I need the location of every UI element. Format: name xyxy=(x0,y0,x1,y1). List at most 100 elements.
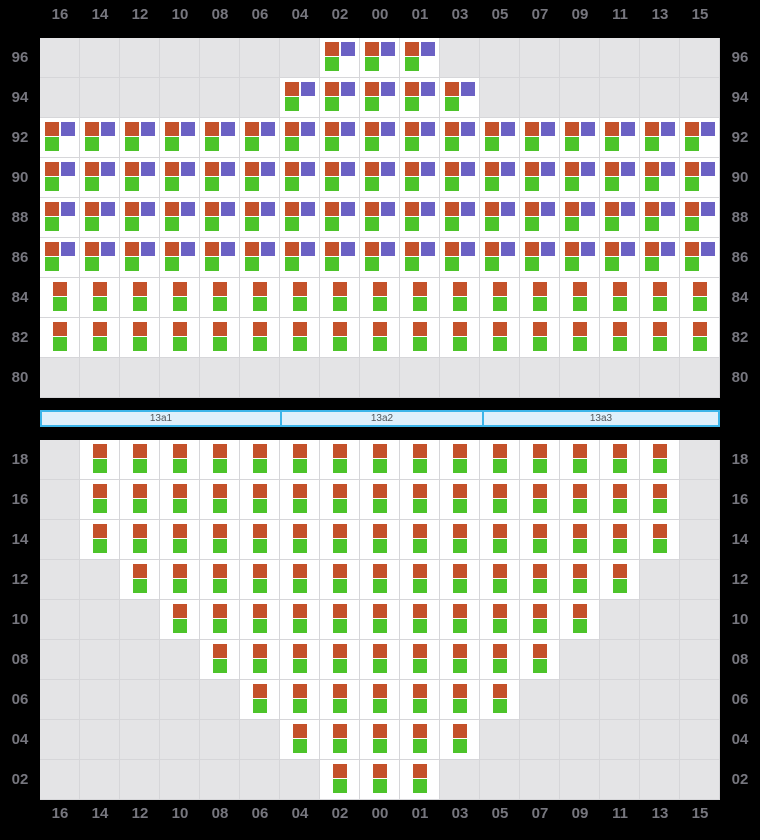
grid-cell-18-00[interactable] xyxy=(360,440,400,480)
grid-cell-12-07[interactable] xyxy=(520,560,560,600)
grid-cell-92-12[interactable] xyxy=(120,118,160,158)
grid-cell-16-14[interactable] xyxy=(80,480,120,520)
grid-cell-18-13[interactable] xyxy=(640,440,680,480)
grid-cell-86-02[interactable] xyxy=(320,238,360,278)
grid-cell-14-04[interactable] xyxy=(280,520,320,560)
grid-cell-82-10[interactable] xyxy=(160,318,200,358)
grid-cell-90-16[interactable] xyxy=(40,158,80,198)
grid-cell-16-13[interactable] xyxy=(640,480,680,520)
grid-cell-94-02[interactable] xyxy=(320,78,360,118)
grid-cell-92-07[interactable] xyxy=(520,118,560,158)
grid-cell-92-05[interactable] xyxy=(480,118,520,158)
grid-cell-14-08[interactable] xyxy=(200,520,240,560)
grid-cell-14-10[interactable] xyxy=(160,520,200,560)
grid-cell-18-03[interactable] xyxy=(440,440,480,480)
grid-cell-10-10[interactable] xyxy=(160,600,200,640)
grid-cell-12-02[interactable] xyxy=(320,560,360,600)
grid-cell-06-05[interactable] xyxy=(480,680,520,720)
grid-cell-82-14[interactable] xyxy=(80,318,120,358)
grid-cell-16-05[interactable] xyxy=(480,480,520,520)
grid-cell-82-16[interactable] xyxy=(40,318,80,358)
grid-cell-88-13[interactable] xyxy=(640,198,680,238)
grid-cell-92-02[interactable] xyxy=(320,118,360,158)
grid-cell-92-10[interactable] xyxy=(160,118,200,158)
grid-cell-94-01[interactable] xyxy=(400,78,440,118)
grid-cell-04-01[interactable] xyxy=(400,720,440,760)
grid-cell-86-07[interactable] xyxy=(520,238,560,278)
grid-cell-14-01[interactable] xyxy=(400,520,440,560)
grid-cell-14-14[interactable] xyxy=(80,520,120,560)
grid-cell-90-11[interactable] xyxy=(600,158,640,198)
grid-cell-12-01[interactable] xyxy=(400,560,440,600)
grid-cell-16-01[interactable] xyxy=(400,480,440,520)
grid-cell-92-08[interactable] xyxy=(200,118,240,158)
grid-cell-82-05[interactable] xyxy=(480,318,520,358)
grid-cell-10-06[interactable] xyxy=(240,600,280,640)
grid-cell-04-04[interactable] xyxy=(280,720,320,760)
grid-cell-86-13[interactable] xyxy=(640,238,680,278)
grid-cell-16-10[interactable] xyxy=(160,480,200,520)
grid-cell-94-04[interactable] xyxy=(280,78,320,118)
grid-cell-84-14[interactable] xyxy=(80,278,120,318)
grid-cell-96-00[interactable] xyxy=(360,38,400,78)
grid-cell-84-16[interactable] xyxy=(40,278,80,318)
grid-cell-90-09[interactable] xyxy=(560,158,600,198)
grid-cell-90-08[interactable] xyxy=(200,158,240,198)
grid-cell-88-14[interactable] xyxy=(80,198,120,238)
grid-cell-06-06[interactable] xyxy=(240,680,280,720)
grid-cell-10-01[interactable] xyxy=(400,600,440,640)
grid-cell-06-03[interactable] xyxy=(440,680,480,720)
grid-cell-10-09[interactable] xyxy=(560,600,600,640)
grid-cell-84-08[interactable] xyxy=(200,278,240,318)
grid-cell-12-08[interactable] xyxy=(200,560,240,600)
grid-cell-84-10[interactable] xyxy=(160,278,200,318)
grid-cell-06-02[interactable] xyxy=(320,680,360,720)
grid-cell-92-06[interactable] xyxy=(240,118,280,158)
grid-cell-90-01[interactable] xyxy=(400,158,440,198)
grid-cell-14-07[interactable] xyxy=(520,520,560,560)
grid-cell-88-03[interactable] xyxy=(440,198,480,238)
grid-cell-12-11[interactable] xyxy=(600,560,640,600)
grid-cell-92-11[interactable] xyxy=(600,118,640,158)
grid-cell-94-00[interactable] xyxy=(360,78,400,118)
grid-cell-88-10[interactable] xyxy=(160,198,200,238)
grid-cell-92-01[interactable] xyxy=(400,118,440,158)
grid-cell-02-01[interactable] xyxy=(400,760,440,800)
grid-cell-86-10[interactable] xyxy=(160,238,200,278)
grid-cell-84-00[interactable] xyxy=(360,278,400,318)
section-segment-13a2[interactable]: 13a2 xyxy=(280,412,482,425)
grid-cell-04-00[interactable] xyxy=(360,720,400,760)
grid-cell-10-08[interactable] xyxy=(200,600,240,640)
grid-cell-16-08[interactable] xyxy=(200,480,240,520)
grid-cell-10-04[interactable] xyxy=(280,600,320,640)
grid-cell-86-14[interactable] xyxy=(80,238,120,278)
grid-cell-86-05[interactable] xyxy=(480,238,520,278)
grid-cell-86-04[interactable] xyxy=(280,238,320,278)
grid-cell-82-00[interactable] xyxy=(360,318,400,358)
grid-cell-82-09[interactable] xyxy=(560,318,600,358)
grid-cell-88-08[interactable] xyxy=(200,198,240,238)
grid-cell-14-03[interactable] xyxy=(440,520,480,560)
grid-cell-84-07[interactable] xyxy=(520,278,560,318)
grid-cell-12-12[interactable] xyxy=(120,560,160,600)
grid-cell-18-05[interactable] xyxy=(480,440,520,480)
grid-cell-82-03[interactable] xyxy=(440,318,480,358)
grid-cell-18-06[interactable] xyxy=(240,440,280,480)
grid-cell-82-01[interactable] xyxy=(400,318,440,358)
grid-cell-90-15[interactable] xyxy=(680,158,720,198)
grid-cell-96-02[interactable] xyxy=(320,38,360,78)
grid-cell-12-04[interactable] xyxy=(280,560,320,600)
grid-cell-84-03[interactable] xyxy=(440,278,480,318)
grid-cell-08-07[interactable] xyxy=(520,640,560,680)
grid-cell-18-09[interactable] xyxy=(560,440,600,480)
grid-cell-84-02[interactable] xyxy=(320,278,360,318)
grid-cell-06-00[interactable] xyxy=(360,680,400,720)
grid-cell-88-05[interactable] xyxy=(480,198,520,238)
grid-cell-90-13[interactable] xyxy=(640,158,680,198)
grid-cell-88-06[interactable] xyxy=(240,198,280,238)
grid-cell-14-12[interactable] xyxy=(120,520,160,560)
grid-cell-82-07[interactable] xyxy=(520,318,560,358)
grid-cell-16-06[interactable] xyxy=(240,480,280,520)
grid-cell-90-03[interactable] xyxy=(440,158,480,198)
grid-cell-86-09[interactable] xyxy=(560,238,600,278)
